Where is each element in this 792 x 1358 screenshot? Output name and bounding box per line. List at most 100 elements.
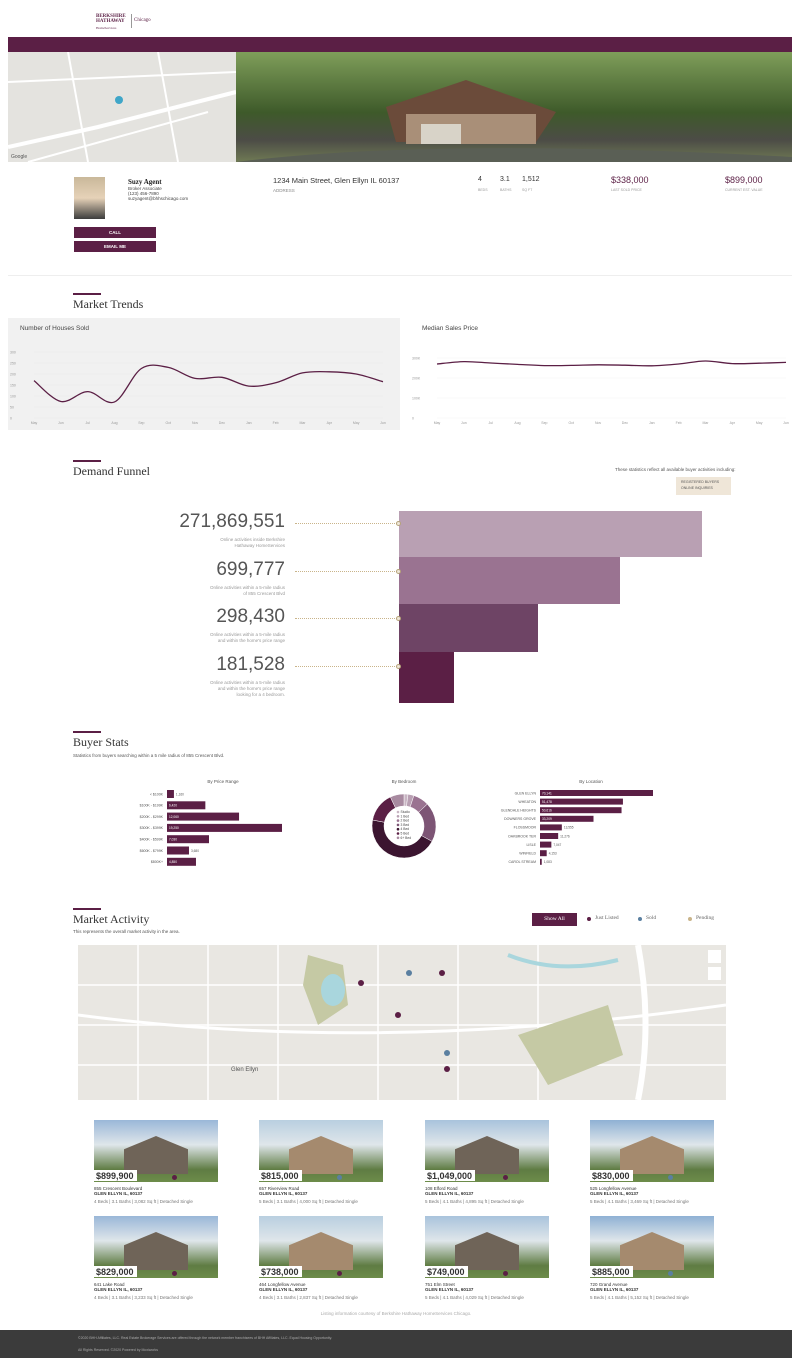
bar-value-label: 19,250 [169,826,179,830]
chart-title: By Location [579,779,603,784]
legend-dot [688,917,692,921]
status-dot [668,1271,673,1276]
bar-category: $800K+ [151,860,163,864]
funnel-label: Online activities within a 5-mile radius… [205,680,285,698]
funnel-note: These statistics reflect all available b… [615,467,736,472]
bar [540,842,551,848]
listing-city: GLEN ELLYN IL, 60137 [425,1287,473,1292]
funnel-bar [399,604,538,652]
show-all-button[interactable]: Show All [532,913,577,926]
bar [167,824,282,832]
bar-category: < $100K [150,792,164,796]
x-tick-label: Sep [541,421,547,425]
trend-charts: Number of Houses Sold050100150200250300M… [0,0,792,440]
x-tick-label: Nov [595,421,601,425]
legend-dot [638,917,642,921]
trend-line [34,365,383,402]
status-dot [337,1271,342,1276]
footer-copyright: All Rights Reserved. ©2020 Powered by Mo… [78,1348,158,1352]
accent [73,908,101,910]
leader-line [295,618,399,619]
listing-city: GLEN ELLYN IL, 60137 [590,1191,638,1196]
house [124,1232,188,1270]
x-tick-label: Feb [273,421,279,425]
x-tick-label: May [31,421,38,425]
bar-value-label: 70,141 [542,791,552,795]
y-tick-label: 100 [10,395,16,399]
listing-details: 4 Beds | 3.1 Baths | 3,082 Sq ft | Detac… [94,1199,193,1204]
leader-dot [396,664,401,669]
funnel-bar [399,511,702,557]
x-tick-label: Jan [649,421,655,425]
legend-swatch [397,824,400,827]
listing-city: GLEN ELLYN IL, 60137 [425,1191,473,1196]
x-tick-label: May [353,421,360,425]
leader-dot [396,569,401,574]
activity-map[interactable]: Glen Ellyn [78,945,726,1100]
chart-title: By Bedroom [392,779,417,784]
legend-label: Pending [696,915,714,921]
stat-value: $338,000 [611,175,649,185]
bar-category: CAROL STREAM [509,860,537,864]
bar [540,824,562,830]
courtesy-note: Listing information courtesy of Berkshir… [0,1311,792,1316]
house [620,1136,684,1174]
legend-swatch [397,815,400,818]
y-tick-label: 300 [10,351,16,355]
bar-value-label: 12,060 [169,815,179,819]
listing-details: 5 Beds | 4.1 Baths | 4,029 Sq ft | Detac… [425,1295,524,1300]
status-dot [503,1175,508,1180]
listing-price: $1,049,000 [425,1170,475,1181]
y-tick-label: 100K [412,397,421,401]
bar-category: $400K - $599K [140,838,164,842]
chart-title: By Price Range [207,779,239,784]
bar-value-label: 1,083 [544,860,552,864]
y-tick-label: 300K [412,357,421,361]
bar-category: $600K - $799K [140,849,164,853]
y-tick-label: 0 [412,417,414,421]
x-tick-label: Apr [327,421,333,425]
bar [540,799,623,805]
x-tick-label: Sep [138,421,144,425]
leader-line [295,523,399,524]
page: {"header":{"logo":"BERKSHIRE HATHAWAY","… [0,0,792,1358]
house [620,1232,684,1270]
status-dot [172,1271,177,1276]
section-subtitle: This represents the overall market activ… [73,929,180,934]
listing-details: 5 Beds | 4.1 Baths | 4,895 Sq ft | Detac… [425,1199,524,1204]
bar-category: $200K - $299K [140,815,164,819]
funnel-legend: REGISTERED BUYERS ONLINE INQUIRIES [676,477,731,495]
x-tick-label: Mar [702,421,709,425]
x-tick-label: Oct [166,421,171,425]
funnel-label: Online activities within a 5-mile radius… [205,585,285,597]
chart-title: Number of Houses Sold [20,325,89,332]
x-tick-label: Nov [192,421,198,425]
funnel-bar [399,652,454,703]
listing-price: $885,000 [590,1266,633,1277]
x-tick-label: Jul [488,421,493,425]
x-tick-label: Jun [58,421,64,425]
legend-item: REGISTERED BUYERS [681,480,719,484]
legend-swatch [397,837,400,840]
legend-label: Just Listed [595,915,619,921]
bar [540,859,542,865]
footer: ©2020 BHH Affiliates, LLC. Real Estate B… [0,1330,792,1358]
legend-swatch [397,828,400,831]
y-tick-label: 250 [10,362,16,366]
listing-city: GLEN ELLYN IL, 60137 [259,1191,307,1196]
listing-price: $749,000 [425,1266,468,1277]
trend-line [437,361,786,366]
bar-value-label: 6,420 [169,804,177,808]
leader-dot [396,521,401,526]
listing-details: 4 Beds | 3.1 Baths | 2,837 Sq ft | Detac… [259,1295,358,1300]
listing-price: $830,000 [590,1170,633,1181]
status-dot [337,1175,342,1180]
leader-dot [396,616,401,621]
map-label: Glen Ellyn [231,1067,258,1073]
bar-category: $300K - $399K [140,826,164,830]
x-tick-label: Jun [380,421,386,425]
listing-city: GLEN ELLYN IL, 60137 [94,1191,142,1196]
bar [167,847,189,855]
bar-value-label: 13,555 [564,826,574,830]
